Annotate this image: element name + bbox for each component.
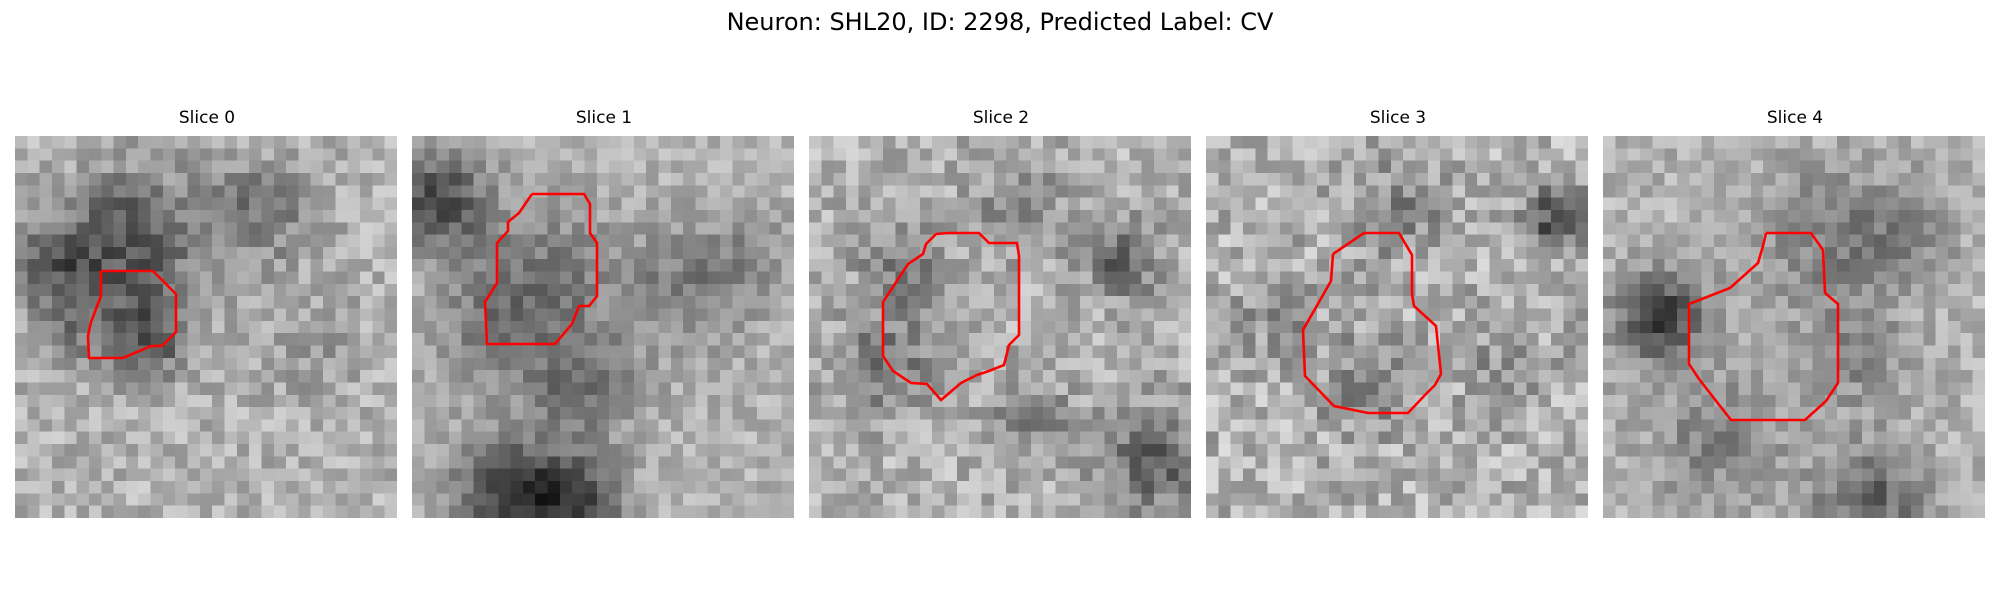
slice-image-3	[1206, 136, 1588, 518]
slice-image-1	[412, 136, 794, 518]
slice-title-1: Slice 1	[575, 108, 633, 128]
figure-title: Neuron: SHL20, ID: 2298, Predicted Label…	[726, 8, 1274, 36]
slice-title-3: Slice 3	[1369, 108, 1427, 128]
roi-contour-0	[86, 269, 178, 360]
slice-panel-3: Slice 3	[1206, 108, 1590, 518]
roi-contour-2	[881, 231, 1021, 402]
roi-contour-1	[483, 192, 599, 346]
slice-image-0	[15, 136, 397, 518]
slice-title-4: Slice 4	[1766, 108, 1824, 128]
slice-title-0: Slice 0	[178, 108, 236, 128]
slice-title-2: Slice 2	[972, 108, 1030, 128]
slice-panel-0: Slice 0	[15, 108, 399, 518]
slice-panel-2: Slice 2	[809, 108, 1193, 518]
slice-image-4	[1603, 136, 1985, 518]
slice-image-2	[809, 136, 1191, 518]
roi-contour-4	[1687, 231, 1840, 422]
slice-panel-1: Slice 1	[412, 108, 796, 518]
roi-contour-3	[1301, 231, 1443, 415]
slice-panel-4: Slice 4	[1603, 108, 1987, 518]
